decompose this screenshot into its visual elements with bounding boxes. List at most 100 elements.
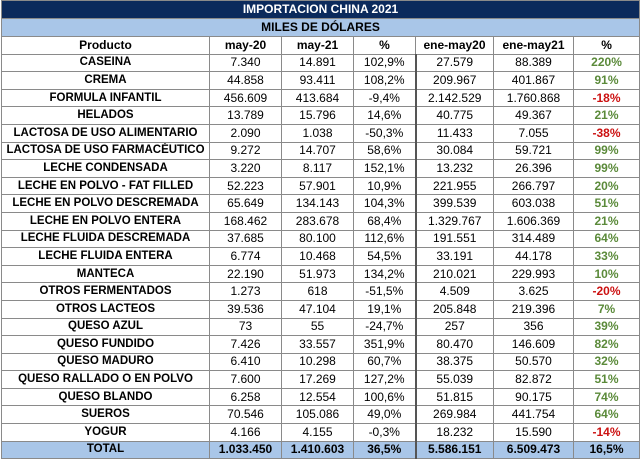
cell-may21: 55 bbox=[281, 317, 354, 337]
table-row: LECHE EN POLVO DESCREMADA 65.649 134.143 10… bbox=[1, 194, 640, 213]
cell-may21: 47.104 bbox=[281, 299, 354, 319]
cell-pct2: -38% bbox=[572, 123, 640, 143]
table-row: MANTECA 22.190 51.973 134,2% 210.021 229.993 1… bbox=[1, 264, 640, 284]
table-title: IMPORTACION CHINA 2021 bbox=[0, 0, 640, 19]
table-row: CREMA 44.858 93.411 108,2% 209.967 401.867 91% bbox=[1, 71, 640, 90]
table-row: LACTOSA DE USO FARMACÉUTICO 9.272 14.707 58… bbox=[1, 141, 640, 161]
cell-pct1: 49,0% bbox=[353, 405, 416, 425]
cell-ene21: 146.609 bbox=[493, 335, 574, 354]
cell-pct2: -18% bbox=[572, 88, 640, 108]
cell-ene20: 1.329.767 bbox=[414, 211, 494, 231]
table-row: YOGUR 4.166 4.155 -0,3% 18.232 15.590 -14% bbox=[1, 423, 640, 442]
table-row: OTROS LACTEOS 39.536 47.104 19,1% 205.848 219… bbox=[1, 299, 640, 319]
cell-ene20: 2.142.529 bbox=[414, 88, 494, 108]
cell-may21: 10.468 bbox=[281, 247, 354, 266]
cell-pct2: 20% bbox=[572, 176, 640, 196]
cell-may21: 105.086 bbox=[281, 405, 354, 425]
cell-producto: HELADOS bbox=[1, 106, 210, 125]
cell-may21: 17.269 bbox=[281, 370, 354, 389]
cell-ene21: 44.178 bbox=[493, 247, 574, 266]
cell-ene20: 191.551 bbox=[414, 229, 494, 249]
total-may21: 1.410.603 bbox=[281, 440, 354, 459]
cell-pct1: -24,7% bbox=[353, 317, 416, 337]
cell-producto: OTROS LACTEOS bbox=[1, 299, 210, 319]
table-subtitle: MILES DE DÓLARES bbox=[0, 18, 640, 37]
cell-may20: 7.426 bbox=[209, 335, 282, 354]
cell-ene21: 90.175 bbox=[493, 387, 574, 407]
cell-may20: 1.273 bbox=[209, 282, 282, 301]
cell-producto: CREMA bbox=[1, 71, 210, 90]
header-row: Producto may-20 may-21 % ene-may20 ene-m… bbox=[1, 36, 640, 55]
total-ene21: 6.509.473 bbox=[493, 440, 574, 459]
cell-pct1: 14,6% bbox=[353, 106, 416, 125]
cell-may20: 6.774 bbox=[209, 247, 282, 266]
cell-producto: LACTOSA DE USO FARMACÉUTICO bbox=[1, 141, 210, 161]
cell-producto: MANTECA bbox=[1, 264, 210, 284]
cell-may20: 3.220 bbox=[209, 159, 282, 178]
cell-pct1: 112,6% bbox=[353, 229, 416, 249]
cell-may20: 39.536 bbox=[209, 299, 282, 319]
cell-may21: 14.891 bbox=[281, 53, 354, 73]
table-row: QUESO RALLADO O EN POLVO 7.600 17.269 127,2… bbox=[1, 370, 640, 389]
cell-may21: 15.796 bbox=[281, 106, 354, 125]
cell-ene20: 27.579 bbox=[414, 53, 494, 73]
cell-ene21: 1.606.369 bbox=[493, 211, 574, 231]
cell-pct2: 7% bbox=[572, 299, 640, 319]
cell-ene20: 4.509 bbox=[414, 282, 494, 301]
cell-pct2: 91% bbox=[572, 71, 640, 90]
table-body: CASEINA 7.340 14.891 102,9% 27.579 88.389 220%… bbox=[1, 53, 640, 442]
cell-pct2: 64% bbox=[572, 405, 640, 425]
cell-ene20: 38.375 bbox=[414, 352, 494, 372]
table-row: FORMULA INFANTIL 456.609 413.684 -9,4% 2.142… bbox=[1, 88, 640, 108]
cell-producto: CASEINA bbox=[1, 53, 210, 73]
header-ene21: ene-may21 bbox=[493, 36, 574, 55]
cell-may21: 51.973 bbox=[281, 264, 354, 284]
cell-pct2: 32% bbox=[572, 352, 640, 372]
cell-ene20: 399.539 bbox=[414, 194, 494, 213]
cell-producto: QUESO RALLADO O EN POLVO bbox=[1, 370, 210, 389]
cell-producto: LECHE EN POLVO DESCREMADA bbox=[1, 194, 210, 213]
cell-pct2: 74% bbox=[572, 387, 640, 407]
cell-pct2: 99% bbox=[572, 141, 640, 161]
cell-ene20: 55.039 bbox=[414, 370, 494, 389]
cell-pct2: -14% bbox=[572, 423, 640, 442]
cell-ene20: 257 bbox=[414, 317, 494, 337]
cell-pct2: 51% bbox=[572, 370, 640, 389]
cell-producto: QUESO BLANDO bbox=[1, 387, 210, 407]
cell-may20: 13.789 bbox=[209, 106, 282, 125]
table-row: LECHE FLUIDA ENTERA 6.774 10.468 54,5% 33.19… bbox=[1, 247, 640, 266]
total-ene20: 5.586.151 bbox=[414, 440, 494, 459]
cell-ene20: 210.021 bbox=[414, 264, 494, 284]
cell-producto: LECHE FLUIDA DESCREMADA bbox=[1, 229, 210, 249]
cell-ene21: 401.867 bbox=[493, 71, 574, 90]
cell-may20: 22.190 bbox=[209, 264, 282, 284]
cell-may20: 4.166 bbox=[209, 423, 282, 442]
cell-producto: FORMULA INFANTIL bbox=[1, 88, 210, 108]
cell-may20: 65.649 bbox=[209, 194, 282, 213]
cell-producto: YOGUR bbox=[1, 423, 210, 442]
table-row: QUESO FUNDIDO 7.426 33.557 351,9% 80.470 146.… bbox=[1, 335, 640, 354]
cell-ene21: 15.590 bbox=[493, 423, 574, 442]
cell-ene21: 82.872 bbox=[493, 370, 574, 389]
cell-may21: 618 bbox=[281, 282, 354, 301]
header-pct1: % bbox=[353, 36, 416, 55]
cell-ene21: 59.721 bbox=[493, 141, 574, 161]
cell-pct1: 351,9% bbox=[353, 335, 416, 354]
cell-pct2: 39% bbox=[572, 317, 640, 337]
cell-may21: 93.411 bbox=[281, 71, 354, 90]
cell-ene20: 11.433 bbox=[414, 123, 494, 143]
cell-pct2: 10% bbox=[572, 264, 640, 284]
header-may21: may-21 bbox=[281, 36, 354, 55]
cell-ene21: 356 bbox=[493, 317, 574, 337]
cell-ene21: 603.038 bbox=[493, 194, 574, 213]
cell-producto: SUEROS bbox=[1, 405, 210, 425]
cell-may21: 14.707 bbox=[281, 141, 354, 161]
cell-may21: 33.557 bbox=[281, 335, 354, 354]
cell-producto: QUESO MADURO bbox=[1, 352, 210, 372]
total-row: TOTAL 1.033.450 1.410.603 36,5% 5.586.15… bbox=[1, 440, 640, 459]
header-ene20: ene-may20 bbox=[415, 36, 494, 55]
cell-pct1: 68,4% bbox=[353, 211, 416, 231]
total-may20: 1.033.450 bbox=[209, 440, 282, 459]
cell-may21: 80.100 bbox=[281, 229, 354, 249]
table-row: QUESO MADURO 6.410 10.298 60,7% 38.375 50.570… bbox=[1, 352, 640, 372]
